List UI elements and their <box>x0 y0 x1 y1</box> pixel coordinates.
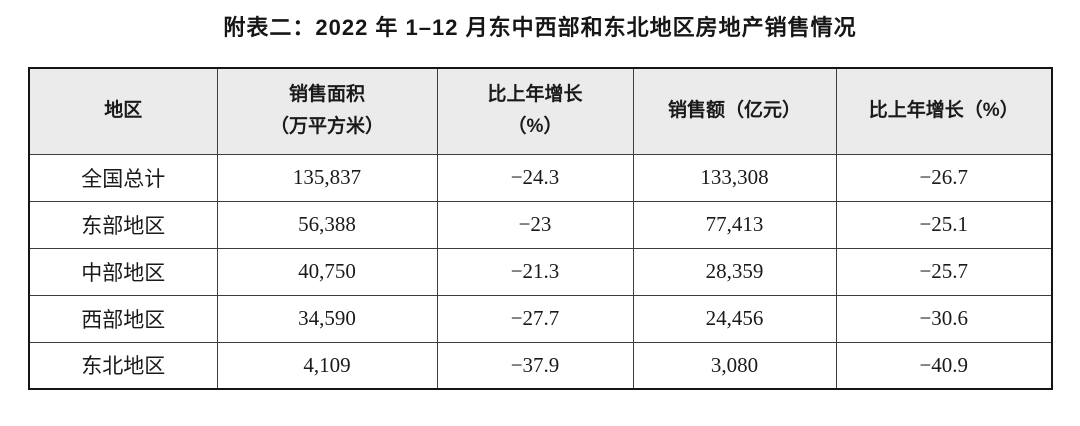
sales-area-cell: 56,388 <box>216 200 438 249</box>
region-cell: 东北地区 <box>28 341 218 390</box>
col-header-area-growth-line2: （%） <box>507 116 563 138</box>
sales-area-cell: 135,837 <box>216 153 438 202</box>
col-header-sales-area-line1: 销售面积 <box>288 83 365 105</box>
real-estate-sales-table: 地区 销售面积 （万平方米） 比上年增长 （%） 销售额（亿元） 比上年增长（%… <box>28 67 1053 390</box>
area-growth-cell: −37.9 <box>436 341 634 390</box>
amount-growth-cell: −26.7 <box>835 153 1053 202</box>
col-header-amount-growth: 比上年增长（%） <box>835 67 1053 155</box>
sales-amount-cell: 133,308 <box>632 153 837 202</box>
sales-area-cell: 40,750 <box>216 247 438 296</box>
region-cell: 中部地区 <box>28 247 218 296</box>
area-growth-cell: −21.3 <box>436 247 634 296</box>
col-header-area-growth-line1: 比上年增长 <box>487 83 583 105</box>
table-row: 中部地区 40,750 −21.3 28,359 −25.7 <box>28 247 1053 296</box>
area-growth-cell: −23 <box>436 200 634 249</box>
col-header-sales-area: 销售面积 （万平方米） <box>216 67 438 155</box>
area-growth-cell: −24.3 <box>436 153 634 202</box>
table-row: 东部地区 56,388 −23 77,413 −25.1 <box>28 200 1053 249</box>
region-cell: 东部地区 <box>28 200 218 249</box>
table-row: 全国总计 135,837 −24.3 133,308 −26.7 <box>28 153 1053 202</box>
region-cell: 西部地区 <box>28 294 218 343</box>
col-header-sales-amount-line1: 销售额（亿元） <box>667 100 801 122</box>
table-row: 东北地区 4,109 −37.9 3,080 −40.9 <box>28 341 1053 390</box>
table-row: 西部地区 34,590 −27.7 24,456 −30.6 <box>28 294 1053 343</box>
sales-amount-cell: 28,359 <box>632 247 837 296</box>
area-growth-cell: −27.7 <box>436 294 634 343</box>
col-header-amount-growth-line1: 比上年增长（%） <box>868 100 1019 122</box>
col-header-area-growth: 比上年增长 （%） <box>436 67 634 155</box>
region-cell: 全国总计 <box>28 153 218 202</box>
sales-area-cell: 34,590 <box>216 294 438 343</box>
sales-amount-cell: 3,080 <box>632 341 837 390</box>
table-container: 地区 销售面积 （万平方米） 比上年增长 （%） 销售额（亿元） 比上年增长（%… <box>28 67 1053 390</box>
amount-growth-cell: −25.1 <box>835 200 1053 249</box>
table-header-row: 地区 销售面积 （万平方米） 比上年增长 （%） 销售额（亿元） 比上年增长（%… <box>28 67 1053 155</box>
col-header-sales-area-line2: （万平方米） <box>269 116 384 138</box>
sales-amount-cell: 24,456 <box>632 294 837 343</box>
sales-amount-cell: 77,413 <box>632 200 837 249</box>
col-header-region-line1: 地区 <box>104 100 143 122</box>
amount-growth-cell: −25.7 <box>835 247 1053 296</box>
col-header-sales-amount: 销售额（亿元） <box>632 67 837 155</box>
amount-growth-cell: −40.9 <box>835 341 1053 390</box>
col-header-region: 地区 <box>28 67 218 155</box>
amount-growth-cell: −30.6 <box>835 294 1053 343</box>
sales-area-cell: 4,109 <box>216 341 438 390</box>
page-title: 附表二：2022 年 1–12 月东中西部和东北地区房地产销售情况 <box>223 15 857 40</box>
